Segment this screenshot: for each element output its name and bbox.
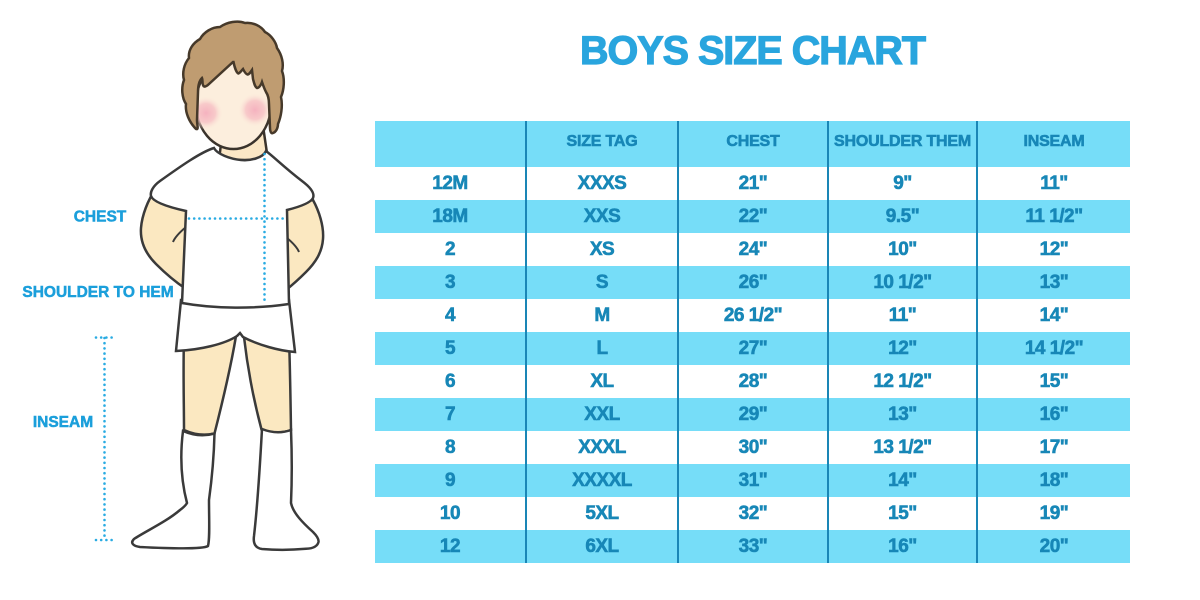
svg-text:INSEAM: INSEAM <box>33 414 93 431</box>
svg-text:CHEST: CHEST <box>74 209 127 226</box>
svg-text:SHOULDER TO HEM: SHOULDER TO HEM <box>22 284 173 301</box>
